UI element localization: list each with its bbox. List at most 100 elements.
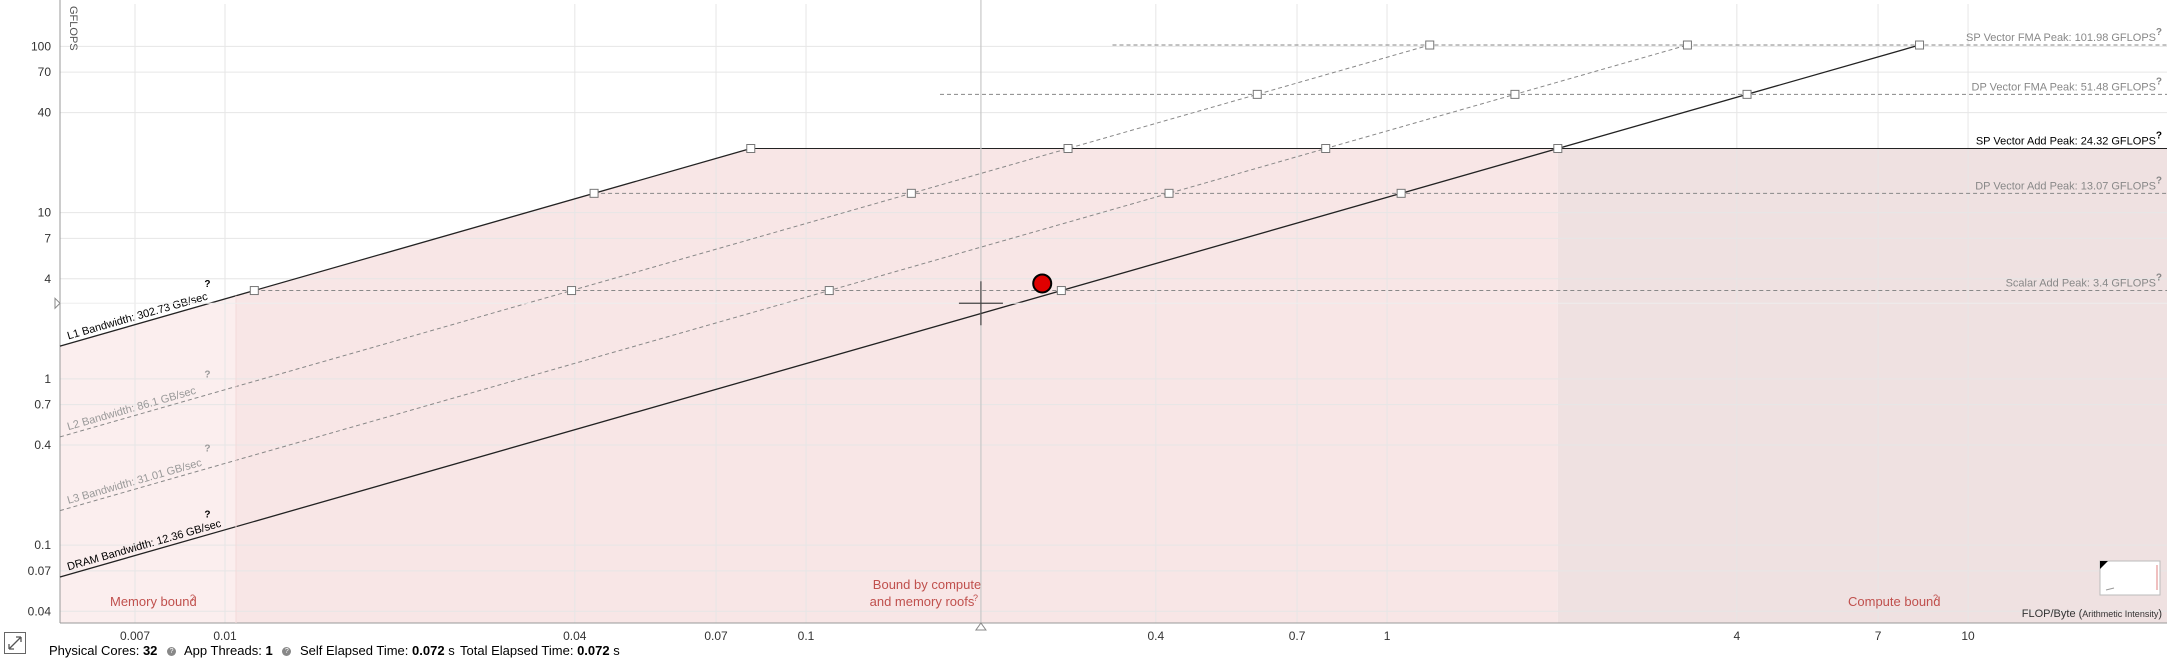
y-tick-label: 0.4 [34, 438, 51, 452]
compute-roof-label: DP Vector FMA Peak: 51.48 GFLOPS [1972, 81, 2156, 93]
grid-lines [60, 4, 2167, 623]
minimap-line [2105, 587, 2115, 591]
roof-intersection-marker [1063, 144, 1073, 154]
memory-bound-label: Memory bound [110, 594, 197, 609]
total-elapsed-stat: Total Elapsed Time: 0.072 s [460, 643, 620, 658]
roof-intersection-marker [1056, 286, 1066, 296]
roof-intersection-marker [567, 286, 577, 296]
help-icon: ? [190, 593, 195, 603]
status-bar: Physical Cores: 32 ? App Threads: 1 ? Se… [0, 641, 2167, 660]
y-tick-label: 4 [44, 272, 51, 286]
help-icon: ? [2156, 131, 2162, 142]
y-axis-label: GFLOPS [67, 6, 79, 51]
self-elapsed-unit: s [448, 643, 455, 658]
x-tick-label: 0.7 [1289, 629, 1306, 641]
minimap-corner [2100, 561, 2108, 569]
tick-labels: 0.04 0.07 0.1 0.4 0.7 1 4 7 10 40 70 100 0.007 0.01 0.… [28, 39, 1975, 641]
x-tick-label: 0.04 [563, 629, 587, 641]
physical-cores-value: 32 [142, 643, 158, 658]
minimap-frame [2099, 560, 2161, 596]
help-icon[interactable]: ? [282, 647, 292, 657]
x-tick-label: 0.01 [213, 629, 237, 641]
compute-roof-label: SP Vector Add Peak: 24.32 GFLOPS [1976, 136, 2156, 148]
roof-intersection-marker [906, 188, 916, 198]
roof-intersection-marker [746, 144, 756, 154]
x-tick-label: 10 [1961, 629, 1975, 641]
y-tick-label: 0.7 [34, 398, 51, 412]
help-icon: ? [2156, 27, 2162, 38]
x-axis-cursor-marker [974, 622, 987, 631]
roof-intersection-marker [1742, 89, 1752, 99]
memory-bound-region [60, 295, 236, 623]
roof-intersection-marker [824, 286, 834, 296]
help-icon: ? [2156, 76, 2162, 87]
roof-intersection-marker [1164, 188, 1174, 198]
compute-roof-label: Scalar Add Peak: 3.4 GFLOPS [2006, 278, 2156, 290]
compute-roof-label: DP Vector Add Peak: 13.07 GFLOPS [1975, 180, 2156, 192]
help-icon: ? [2156, 175, 2162, 186]
y-tick-label: 0.04 [28, 604, 52, 618]
help-icon: ? [973, 593, 978, 603]
x-tick-label: 0.1 [798, 629, 815, 641]
roof-intersection-marker [1553, 144, 1563, 154]
total-elapsed-value: 0.072 [577, 643, 610, 658]
minimap[interactable] [2099, 560, 2161, 596]
x-tick-label: 7 [1875, 629, 1882, 641]
x-axis-label: FLOP/Byte (Arithmetic Intensity) [2022, 608, 2162, 620]
app-threads-stat: App Threads: 1 ? [184, 643, 292, 658]
region-fills [60, 148, 2167, 623]
y-tick-label: 7 [44, 231, 51, 245]
roof-intersection-marker [1396, 188, 1406, 198]
bandwidth-roof-line [59, 44, 1688, 512]
roof-intersection-marker [1915, 40, 1925, 50]
bound-by-both-region [236, 148, 1558, 623]
y-tick-label: 0.1 [34, 538, 51, 552]
help-icon[interactable]: ? [167, 647, 177, 657]
y-tick-label: 100 [31, 39, 51, 53]
app-threads-value: 1 [265, 643, 273, 658]
y-tick-label: 70 [38, 65, 52, 79]
compute-bound-region [1557, 148, 2167, 623]
self-elapsed-label: Self Elapsed Time: [300, 643, 409, 658]
x-tick-label: 1 [1384, 629, 1391, 641]
self-elapsed-value: 0.072 [412, 643, 445, 658]
y-tick-label: 1 [44, 372, 51, 386]
both-bound-label-line2: and memory roofs [870, 594, 975, 609]
physical-cores-label: Physical Cores: [49, 643, 140, 658]
physical-cores-stat: Physical Cores: 32 ? [49, 643, 177, 658]
x-tick-label: 0.07 [704, 629, 728, 641]
y-tick-label: 0.07 [28, 564, 52, 578]
x-tick-label: 0.007 [120, 629, 150, 641]
help-icon: ? [204, 279, 210, 290]
roof-intersection-marker [1510, 89, 1520, 99]
self-elapsed-stat: Self Elapsed Time: 0.072 s [300, 643, 455, 658]
roof-intersection-marker [1252, 89, 1262, 99]
y-axis-cursor-marker [54, 297, 61, 310]
y-tick-label: 40 [38, 106, 52, 120]
roof-intersection-marker [249, 286, 259, 296]
total-elapsed-label: Total Elapsed Time: [460, 643, 574, 658]
help-icon: ? [1933, 593, 1938, 603]
help-icon: ? [2156, 273, 2162, 284]
roof-intersection-marker [1321, 144, 1331, 154]
help-icon: ? [204, 443, 210, 454]
both-bound-label-line1: Bound by compute [873, 577, 981, 592]
app-threads-label: App Threads: [184, 643, 262, 658]
total-elapsed-unit: s [613, 643, 620, 658]
help-icon: ? [204, 510, 210, 521]
help-icon: ? [204, 370, 210, 381]
compute-bound-label: Compute bound [1848, 594, 1941, 609]
expand-button[interactable] [4, 632, 26, 654]
bandwidth-roof-line [59, 147, 751, 347]
roof-intersection-marker [1425, 40, 1435, 50]
loop-data-point[interactable] [1032, 273, 1053, 294]
expand-icon [8, 636, 22, 650]
bandwidth-roof-line [59, 44, 1920, 578]
roof-intersection-marker [1682, 40, 1692, 50]
y-tick-label: 10 [38, 206, 52, 220]
roofline-chart[interactable]: 0.04 0.07 0.1 0.4 0.7 1 4 7 10 40 70 100 0.007 0.01 0.… [0, 0, 2167, 641]
compute-roof-label: SP Vector FMA Peak: 101.98 GFLOPS [1966, 32, 2156, 44]
roof-intersection-marker [589, 188, 599, 198]
x-tick-label: 4 [1733, 629, 1740, 641]
x-tick-label: 0.4 [1147, 629, 1164, 641]
